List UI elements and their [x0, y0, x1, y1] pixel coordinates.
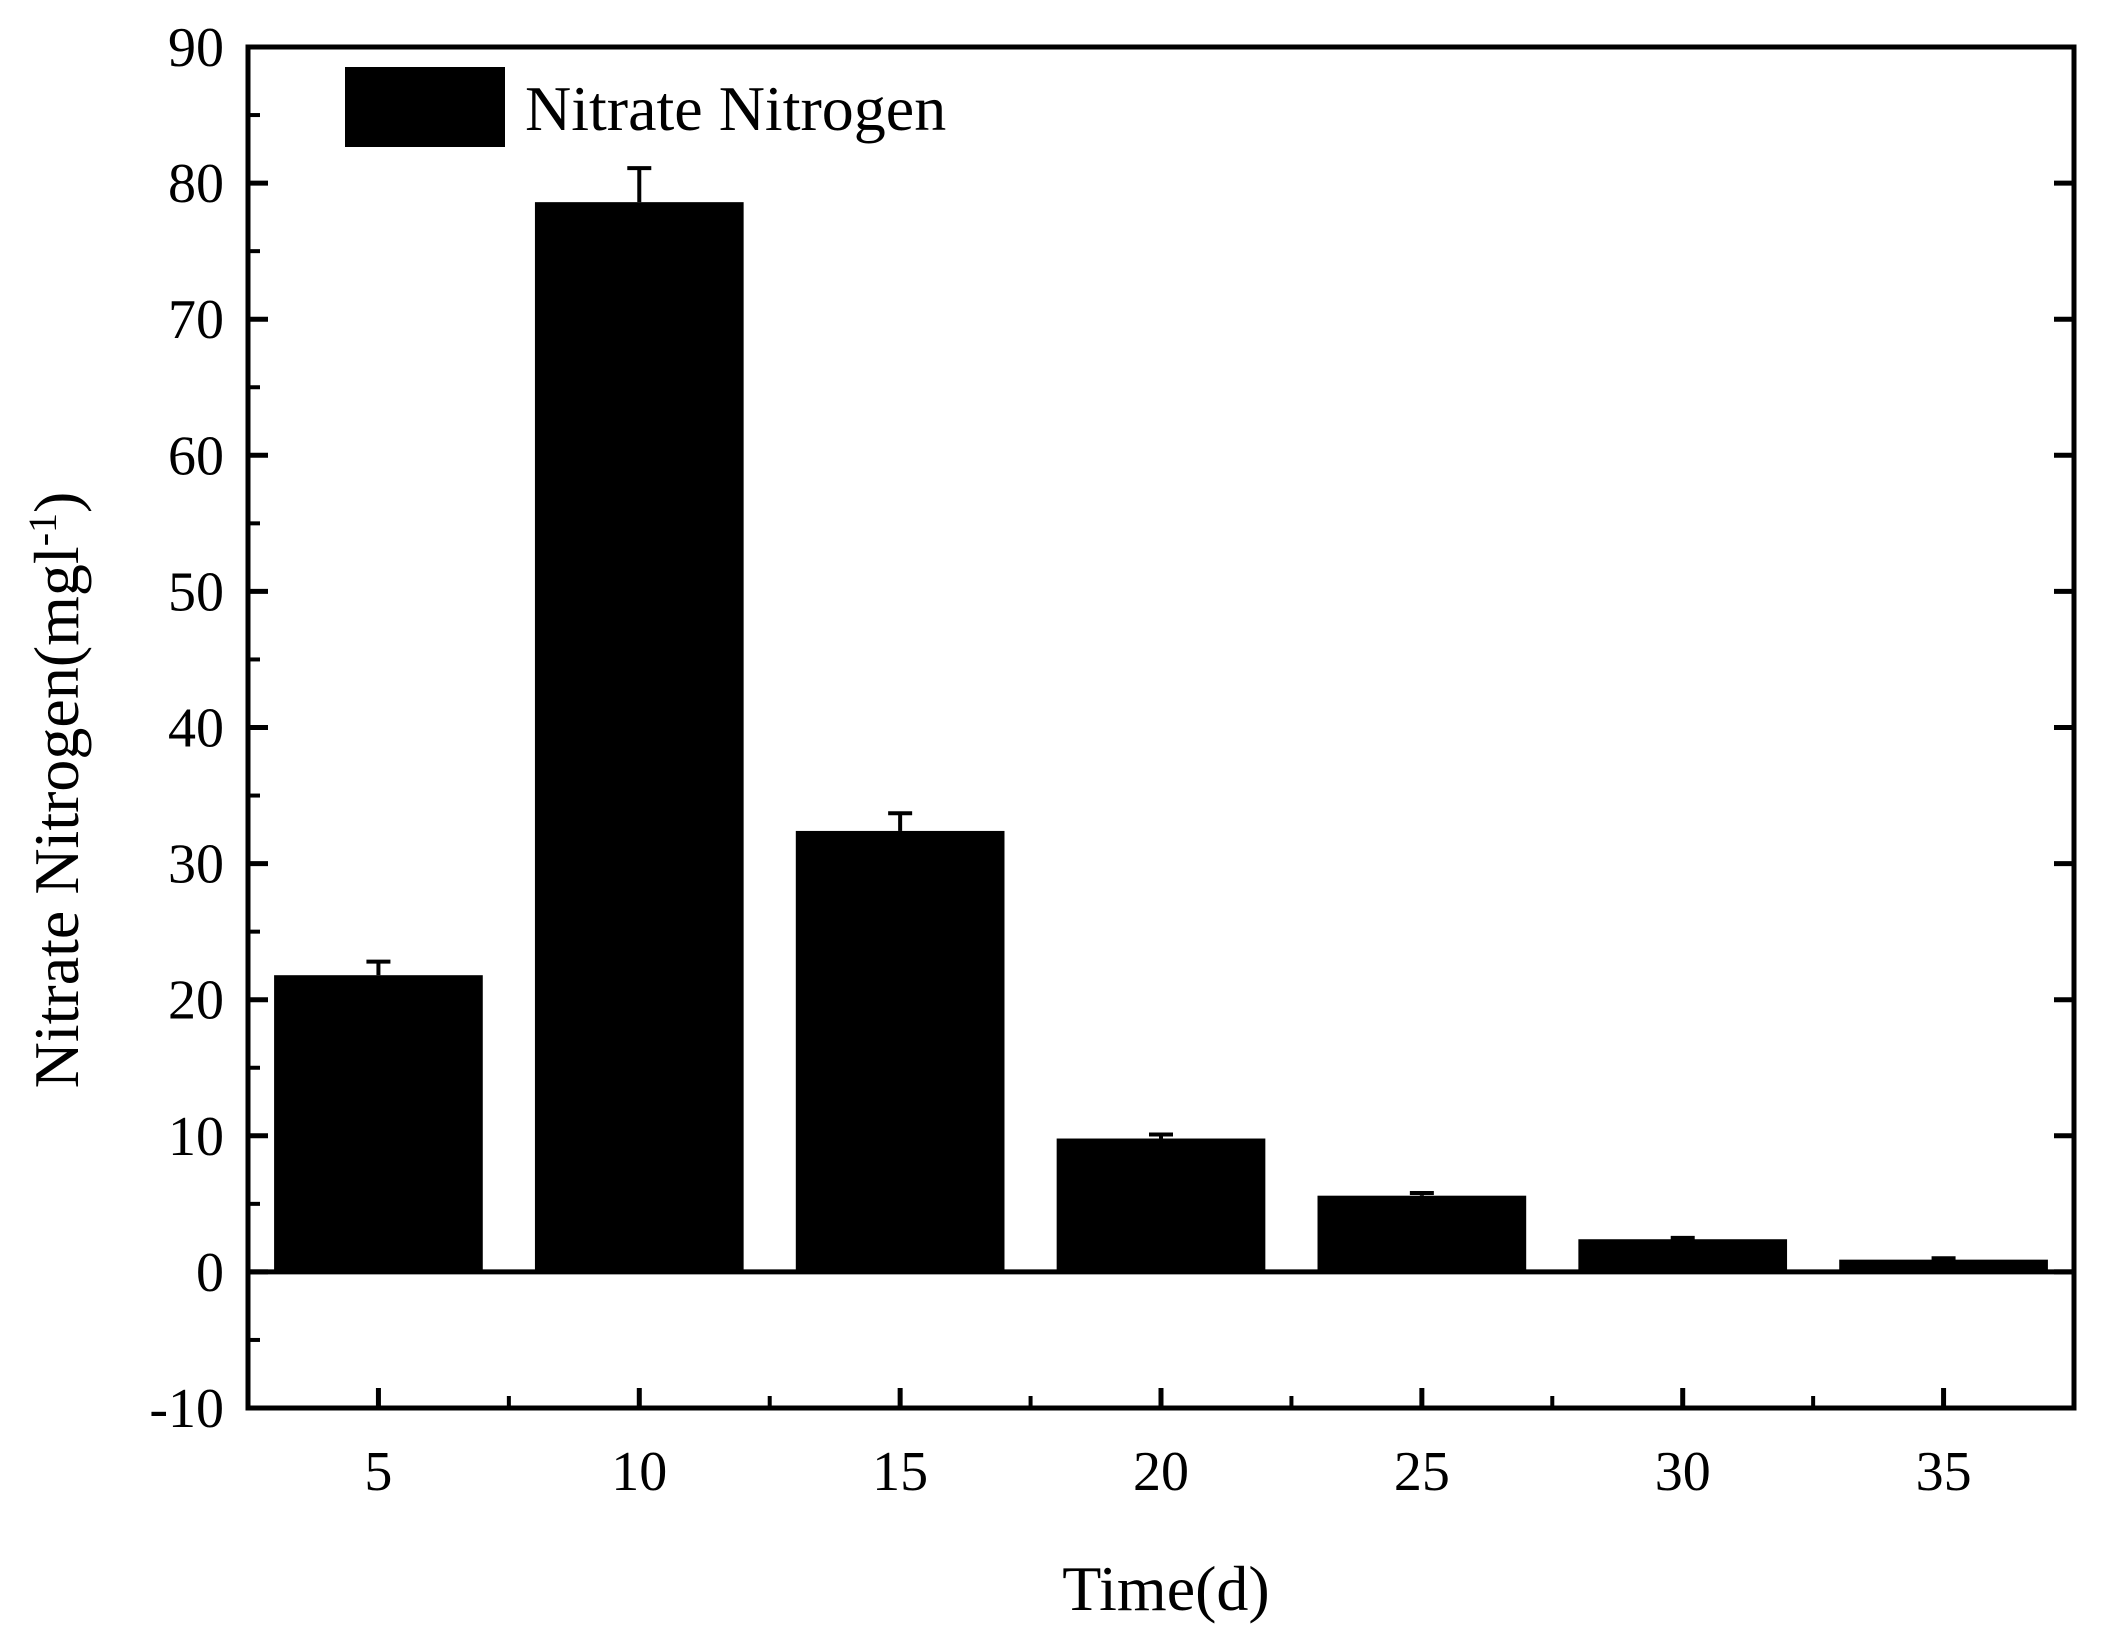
bar [795, 830, 1005, 1272]
y-tick-label: 70 [168, 289, 224, 351]
y-tick-label: 20 [168, 970, 224, 1032]
y-tick-label: 0 [196, 1242, 224, 1304]
bar-series [274, 202, 2048, 1272]
x-tick-label: 20 [1133, 1441, 1189, 1503]
y-tick-label: -10 [149, 1378, 224, 1440]
y-axis-title: Nitrate Nitrogen(mgl-1) [20, 492, 93, 1089]
bar [1578, 1239, 1788, 1272]
y-tick-label: 40 [168, 698, 224, 760]
bar [274, 975, 483, 1272]
x-tick-label: 30 [1655, 1441, 1711, 1503]
legend: Nitrate Nitrogen [345, 67, 946, 147]
x-axis-title: Time(d) [1062, 1553, 1269, 1624]
legend-swatch [345, 67, 505, 147]
x-tick-label: 25 [1394, 1441, 1450, 1503]
y-tick-label: 30 [168, 834, 224, 896]
bar [1056, 1138, 1266, 1272]
y-tick-label: 80 [168, 153, 224, 215]
x-tick-label: 10 [611, 1441, 667, 1503]
x-tick-label: 5 [364, 1441, 392, 1503]
y-tick-label: 10 [168, 1106, 224, 1168]
y-axis-title-superscript: -1 [20, 513, 65, 546]
x-tick-label: 35 [1916, 1441, 1972, 1503]
y-axis-ticks: -10 0 10 20 30 40 50 60 70 80 90 [149, 17, 2074, 1440]
x-axis-ticks: 5 10 15 20 25 30 35 [364, 1388, 1972, 1503]
y-axis-title-suffix: ) [21, 492, 92, 513]
bar [1317, 1195, 1527, 1272]
bar [1839, 1259, 2048, 1272]
error-bars [366, 166, 1956, 1261]
legend-label: Nitrate Nitrogen [525, 73, 946, 144]
y-tick-label: 60 [168, 425, 224, 487]
bar [534, 202, 744, 1272]
y-axis-title-main: Nitrate Nitrogen(mgl [21, 546, 92, 1088]
y-tick-label: 90 [168, 17, 224, 79]
y-tick-label: 50 [168, 561, 224, 623]
x-tick-label: 15 [872, 1441, 928, 1503]
